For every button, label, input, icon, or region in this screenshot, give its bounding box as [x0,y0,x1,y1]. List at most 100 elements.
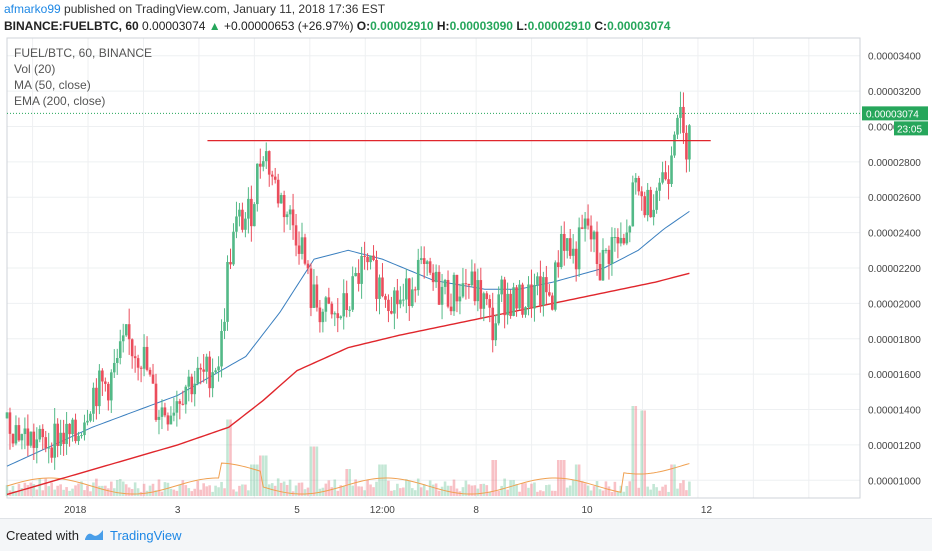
volume-bar [521,483,524,496]
candle-body [416,259,420,291]
volume-bar [166,482,170,496]
candle-body [333,313,337,315]
volume-bar [476,488,480,496]
volume-bar [348,469,351,496]
candle-body [434,271,438,283]
candle-body [235,216,238,232]
volume-bar [202,483,205,496]
candle-body [327,297,331,304]
volume-bar [622,491,626,496]
open-label: O: [356,19,371,33]
candle-body [256,163,259,205]
candle-body [533,284,536,309]
volume-bar [506,489,509,496]
candle-body [449,306,453,312]
candle-body [342,293,346,317]
candle-body [303,237,307,264]
candle-body [452,274,456,312]
candle-body [20,434,24,441]
volume-bar [518,491,521,496]
candle-body [187,376,191,387]
candle-body [682,106,685,133]
candle-body [396,290,399,305]
volume-bar [312,446,316,496]
candle-body [446,279,450,307]
volume-bar [527,487,530,496]
candle-body [130,339,134,357]
y-tick-label: 0.00001200 [868,441,921,452]
candle-body [443,279,447,287]
price-change: +0.00000653 (+26.97%) [224,19,354,33]
volume-bar [601,490,605,496]
candle-body [363,255,366,257]
y-tick-label: 0.00002600 [868,193,921,204]
volume-bar [26,485,30,496]
candle-body [8,412,12,434]
candle-body [685,132,688,160]
high-label: H: [436,19,450,33]
candle-body [422,258,426,265]
volume-bar [586,485,590,496]
candle-body [479,280,483,309]
countdown-label: 23:05 [897,124,922,135]
volume-bar [643,410,647,496]
candle-body [482,293,486,309]
candle-body [524,307,527,315]
candle-body [688,125,691,160]
candle-body [589,225,593,240]
candle-body [136,358,140,368]
tradingview-link[interactable]: TradingView [110,528,182,543]
volume-bar [89,491,92,496]
candle-body [658,182,661,191]
candle-body [437,271,441,305]
volume-bar [452,479,456,496]
candle-body [595,231,599,265]
close-value: 0.00003074 [607,19,671,33]
volume-ma-line [6,462,690,495]
candle-body [357,272,360,284]
candle-body [646,189,649,216]
candle-body [26,428,30,446]
volume-bar [664,484,667,496]
candle-body [59,432,62,446]
volume-bar [56,485,59,496]
candle-body [270,174,274,177]
volume-bar [44,478,48,496]
candle-body [387,299,390,312]
legend-ma: MA (50, close) [14,78,91,92]
volume-bar [193,488,197,496]
volume-bar [261,455,265,496]
volume-bar [77,483,80,496]
candle-body [413,289,417,291]
volume-bar [217,487,220,496]
candle-body [175,401,179,413]
author-link[interactable]: afmarko99 [4,2,61,16]
volume-bar [327,480,331,496]
volume-bar [548,484,551,496]
price-chart[interactable]: 0.00001000 0.00001200 0.00001400 0.00001600… [0,0,932,518]
volume-bar [154,490,158,496]
volume-bar [104,485,107,496]
volume-bar [273,485,277,496]
candle-body [667,179,670,185]
volume-bar [410,488,414,496]
candle-body [348,309,351,311]
candle-body [50,447,53,458]
volume-bar [530,483,533,496]
candle-body [56,423,59,446]
candle-body [11,433,15,444]
close-label: C: [594,19,608,33]
candle-body [95,387,98,407]
volume-bar [190,491,194,496]
candle-body [112,362,116,373]
candle-body [390,311,393,314]
volume-bar [124,484,128,496]
tradingview-logo-icon[interactable] [84,528,104,542]
candle-body [244,218,247,230]
y-tick-label: 0.00002800 [868,158,921,169]
volume-bar [148,485,152,496]
volume-bar [142,483,146,496]
candle-body [211,372,214,389]
volume-bar [682,480,685,496]
candle-body [661,172,664,183]
